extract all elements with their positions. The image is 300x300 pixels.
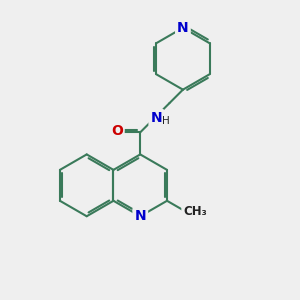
Text: H: H bbox=[162, 116, 170, 126]
Text: N: N bbox=[151, 111, 162, 125]
Text: N: N bbox=[177, 21, 189, 35]
Text: CH₃: CH₃ bbox=[183, 205, 207, 218]
Text: O: O bbox=[111, 124, 123, 138]
Text: N: N bbox=[134, 209, 146, 223]
